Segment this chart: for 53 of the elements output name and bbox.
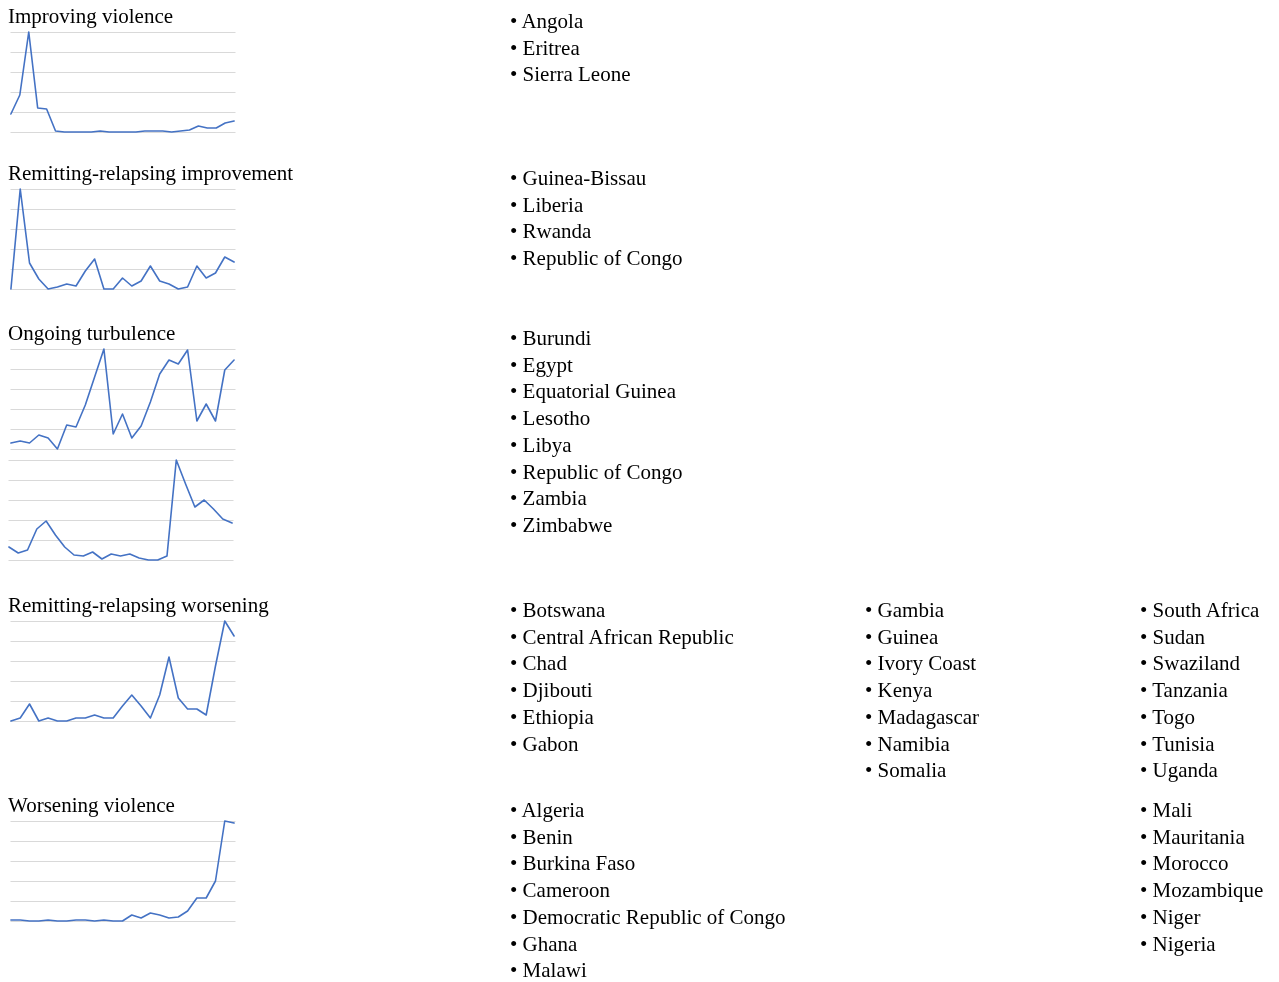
text: • Mozambique	[1140, 877, 1264, 904]
chart-title: Improving violence	[8, 4, 174, 29]
text: • Kenya	[865, 677, 934, 704]
text: • Republic of Congo	[510, 458, 683, 486]
text: • Chad	[510, 650, 568, 678]
text: • Democratic Republic of Congo	[510, 903, 786, 931]
text: • Angola	[510, 8, 585, 35]
text: • Benin	[510, 823, 574, 851]
text: • Swaziland	[1140, 650, 1242, 678]
text: • Niger	[1140, 903, 1202, 931]
text: • Ethiopia	[510, 703, 595, 731]
text: • Ghana	[510, 930, 579, 958]
text: • Mauritania	[1140, 823, 1246, 851]
text: • Botswana	[510, 597, 607, 624]
text: • Djibouti	[510, 677, 594, 704]
text: • Tunisia	[1140, 730, 1216, 758]
text: • Republic of Congo	[510, 245, 683, 272]
text: • Egypt	[510, 351, 574, 379]
text: • Libya	[510, 431, 573, 459]
text: • Cameroon	[510, 877, 612, 904]
text: • Namibia	[865, 730, 951, 758]
text: • Somalia	[865, 757, 948, 784]
text: • Lesotho	[510, 405, 592, 432]
text: • Equatorial Guinea	[510, 378, 677, 406]
text: • Sudan	[1140, 623, 1207, 651]
text: • Uganda	[1140, 757, 1219, 784]
chart-title: Worsening violence	[8, 793, 175, 818]
text: • Central African Republic	[510, 623, 734, 651]
text: • Algeria	[510, 797, 586, 824]
text: • Nigeria	[1140, 930, 1217, 958]
text: • Ivory Coast	[865, 650, 978, 678]
text: • Madagascar	[865, 703, 980, 731]
text: • Zimbabwe	[510, 511, 614, 539]
text: • Eritrea	[510, 34, 581, 62]
text: • Guinea	[865, 623, 940, 651]
text: • Tanzania	[1140, 677, 1229, 704]
text: • Gambia	[865, 597, 946, 624]
text: • Rwanda	[510, 218, 593, 246]
text: • Sierra Leone	[510, 61, 631, 89]
text: • Burundi	[510, 325, 593, 352]
text: • South Africa	[1140, 597, 1260, 624]
text: • Liberia	[510, 191, 585, 219]
chart-title: Remitting-relapsing improvement	[8, 161, 294, 186]
text: • Zambia	[510, 485, 588, 512]
chart-title: Ongoing turbulence	[8, 321, 176, 346]
chart-title: Remitting-relapsing worsening	[8, 593, 270, 618]
text: • Togo	[1140, 703, 1197, 731]
text: • Burkina Faso	[510, 850, 637, 878]
text: • Malawi	[510, 957, 588, 982]
text: • Gabon	[510, 730, 580, 758]
text: • Morocco	[1140, 850, 1230, 878]
text: • Guinea-Bissau	[510, 165, 648, 192]
text: • Mali	[1140, 797, 1194, 824]
